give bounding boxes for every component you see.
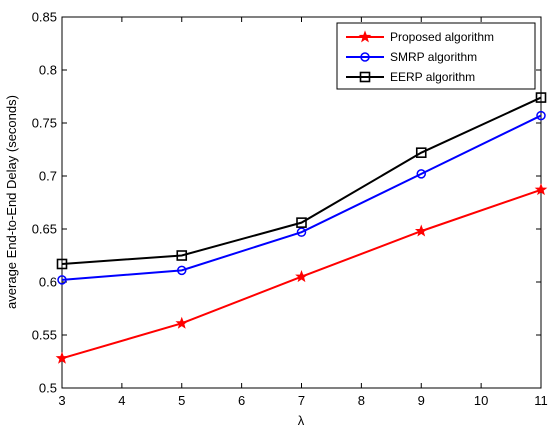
- series-star: [55, 183, 548, 364]
- x-axis-label: λ: [298, 413, 305, 428]
- data-point: [177, 265, 187, 276]
- data-point: [535, 92, 547, 103]
- legend-label: Proposed algorithm: [390, 30, 494, 44]
- x-tick-label: 9: [418, 393, 425, 408]
- series-layer: [55, 92, 548, 364]
- x-tick-label: 3: [58, 393, 65, 408]
- data-point: [416, 169, 426, 179]
- y-axis-label: average End-to-End Delay (seconds): [4, 95, 19, 309]
- legend: Proposed algorithm SMRP algorithm EERP alg…: [336, 22, 536, 90]
- legend-marker: [360, 52, 370, 62]
- legend-label: SMRP algorithm: [390, 50, 477, 64]
- series-line: [61, 96, 542, 265]
- x-tick-label: 8: [358, 393, 365, 408]
- y-tick-label: 0.85: [32, 10, 57, 25]
- data-point: [414, 224, 428, 237]
- data-point: [415, 147, 427, 158]
- x-tick-label: 5: [178, 393, 185, 408]
- data-point: [175, 316, 189, 329]
- series-circle: [57, 110, 546, 285]
- series-line: [61, 114, 542, 281]
- data-point: [295, 270, 308, 283]
- data-point: [57, 275, 67, 285]
- y-tick-label: 0.8: [39, 63, 57, 78]
- y-axis-ticks: 0.5 0.55 0.6 0.65 0.7 0.75 0.8 0.85: [32, 10, 541, 396]
- y-tick-label: 0.75: [32, 116, 57, 131]
- y-tick-label: 0.55: [32, 328, 57, 343]
- x-tick-label: 11: [534, 393, 548, 408]
- x-tick-label: 4: [118, 393, 125, 408]
- data-point: [56, 258, 68, 270]
- data-point: [296, 217, 307, 228]
- x-axis-ticks: 3 4 5 6 7 8 9 10 11: [58, 17, 548, 408]
- data-point: [55, 351, 69, 364]
- legend-marker: [358, 30, 372, 43]
- y-tick-label: 0.65: [32, 222, 57, 237]
- data-point: [296, 227, 307, 237]
- legend-marker: [359, 71, 371, 83]
- data-point: [176, 250, 188, 261]
- data-point: [534, 183, 548, 196]
- legend-label: EERP algorithm: [390, 70, 475, 84]
- y-tick-label: 0.7: [39, 169, 57, 184]
- x-tick-label: 6: [238, 393, 245, 408]
- y-tick-label: 0.5: [39, 381, 57, 396]
- data-point: [536, 110, 546, 121]
- x-tick-label: 7: [298, 393, 305, 408]
- x-tick-label: 10: [474, 393, 488, 408]
- y-tick-label: 0.6: [39, 275, 57, 290]
- series-square: [56, 92, 547, 270]
